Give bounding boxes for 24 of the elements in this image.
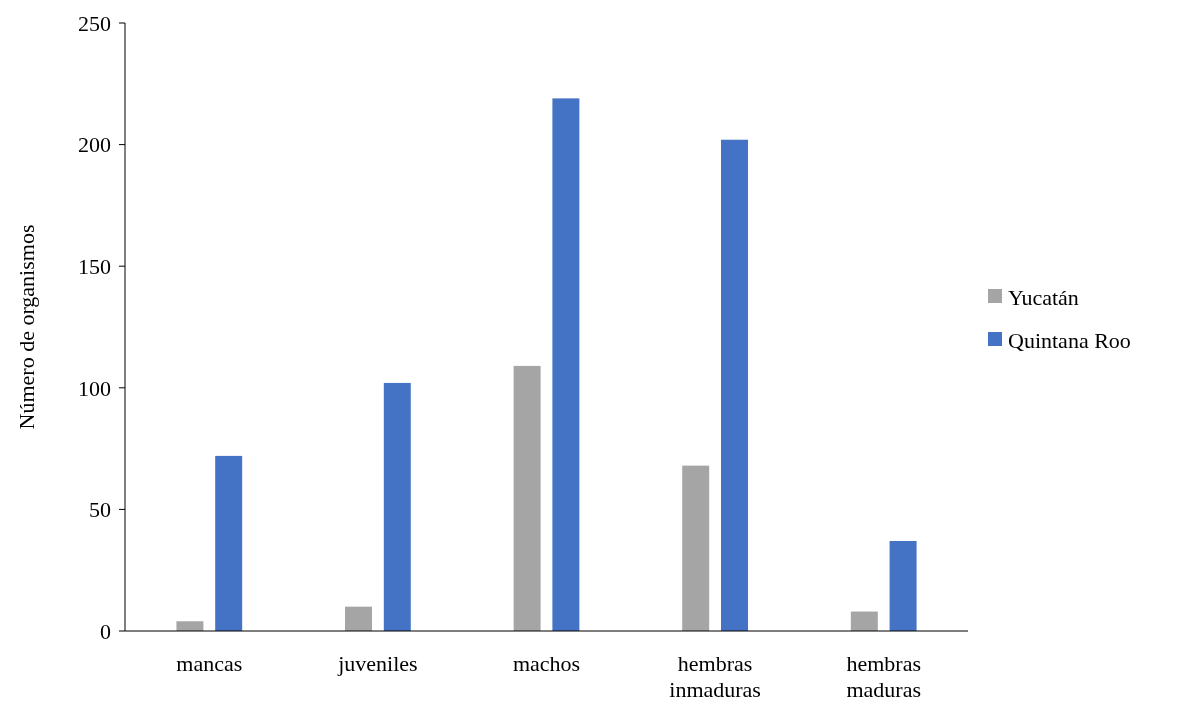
y-tick-label: 200 (78, 132, 111, 158)
bar (513, 365, 541, 631)
bar (721, 139, 748, 631)
bar (552, 98, 580, 631)
bar (345, 606, 372, 631)
bar (383, 382, 411, 631)
bar (682, 465, 710, 631)
bar (215, 455, 243, 631)
bar (889, 541, 917, 631)
y-tick-label: 50 (89, 497, 111, 523)
bar (176, 621, 204, 631)
x-tick-label: hembras maduras (846, 651, 921, 702)
y-axis-title: Número de organismos (13, 224, 39, 430)
y-tick-label: 100 (78, 375, 111, 401)
x-tick-label: mancas (176, 651, 243, 676)
x-tick-label: hembras inmaduras (669, 651, 761, 702)
legend-label: Quintana Roo (1008, 327, 1131, 353)
x-tick-label: juveniles (337, 651, 418, 676)
legend-label: Yucatán (1008, 284, 1079, 310)
y-tick-label: 150 (78, 253, 111, 279)
bar (850, 611, 878, 631)
x-tick-label: machos (512, 651, 581, 676)
y-tick-label: 250 (78, 10, 111, 36)
y-tick-label: 0 (100, 618, 111, 644)
